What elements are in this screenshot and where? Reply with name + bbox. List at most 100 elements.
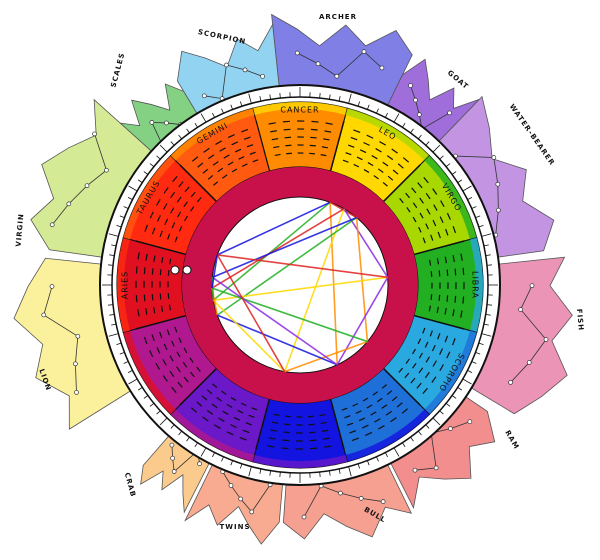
degree-tick [366, 104, 370, 110]
dash [452, 338, 456, 346]
dash [429, 330, 433, 337]
dash [428, 259, 432, 266]
degree-tick [127, 369, 133, 373]
degree-tick [418, 430, 422, 436]
degree-tick [425, 424, 430, 429]
degree-tick [186, 128, 190, 134]
star [242, 67, 248, 73]
dash [416, 382, 422, 389]
dash [283, 128, 291, 131]
dash [410, 377, 416, 384]
dash [437, 231, 441, 239]
sign-band [470, 237, 484, 333]
dash [238, 156, 245, 160]
degree-tick [156, 410, 161, 415]
dash [444, 308, 447, 315]
star [380, 499, 386, 504]
degree-tick [123, 361, 129, 364]
star [164, 120, 169, 126]
dash [406, 207, 411, 213]
dash [325, 122, 333, 125]
dash [437, 332, 441, 340]
star [416, 112, 422, 117]
dash [345, 152, 352, 156]
dash [167, 270, 170, 276]
degree-tick [319, 93, 321, 99]
dash [419, 197, 424, 204]
dash [252, 159, 259, 163]
dash [444, 335, 449, 343]
dash [446, 295, 449, 302]
dash [177, 381, 183, 388]
degree-tick [329, 94, 331, 100]
star [201, 93, 207, 99]
dash [439, 216, 444, 224]
aspect-line [216, 216, 358, 316]
degree-tick [212, 112, 216, 118]
dash [439, 364, 444, 371]
dash [196, 401, 203, 407]
dash [341, 407, 348, 411]
degree-tick [439, 155, 444, 160]
degree-tick [402, 442, 406, 448]
dash [183, 347, 188, 354]
dash [367, 162, 374, 167]
dash [375, 148, 382, 153]
dash [320, 154, 327, 157]
dash [151, 293, 154, 301]
star [294, 50, 300, 56]
dash [192, 156, 199, 162]
sector-divider [135, 314, 187, 330]
dash [323, 138, 330, 141]
degree-tick [457, 387, 463, 391]
dash [234, 148, 242, 153]
degree-tick [348, 466, 352, 477]
dash [372, 391, 378, 396]
dash [452, 309, 455, 317]
dash [352, 403, 359, 407]
dash [145, 307, 148, 315]
dash [425, 223, 429, 230]
marker [170, 265, 180, 275]
dash [356, 156, 363, 161]
dash [350, 136, 358, 141]
degree-tick [393, 447, 400, 457]
dash [217, 167, 224, 173]
degree-tick [108, 304, 114, 306]
degree-tick [445, 163, 451, 167]
degree-tick [445, 403, 451, 407]
degree-tick [410, 128, 414, 134]
dash [273, 413, 280, 416]
dash [425, 192, 431, 200]
dash [319, 413, 326, 417]
dash [347, 144, 355, 148]
dash [207, 154, 215, 160]
dash [320, 421, 327, 425]
star [224, 62, 229, 68]
degree-tick [119, 215, 125, 219]
sector-divider [135, 240, 187, 256]
dash [425, 356, 430, 363]
star [448, 426, 453, 431]
aspect-line [211, 287, 368, 343]
degree-tick [143, 395, 149, 399]
degree-tick [485, 254, 491, 256]
sector-divider [329, 120, 345, 172]
dash [223, 154, 230, 159]
degree-tick [376, 456, 379, 462]
dash [391, 148, 398, 154]
dash [431, 344, 436, 352]
degree-tick [248, 93, 252, 104]
dash [462, 296, 465, 304]
dash [160, 305, 164, 312]
dash [374, 418, 381, 423]
dash [267, 445, 275, 448]
dash [163, 343, 168, 351]
degree-tick [279, 471, 281, 477]
degree-tick [483, 244, 489, 247]
dash [137, 309, 140, 317]
degree-tick [338, 468, 341, 474]
aspect-line [211, 254, 219, 289]
dash [151, 334, 155, 342]
